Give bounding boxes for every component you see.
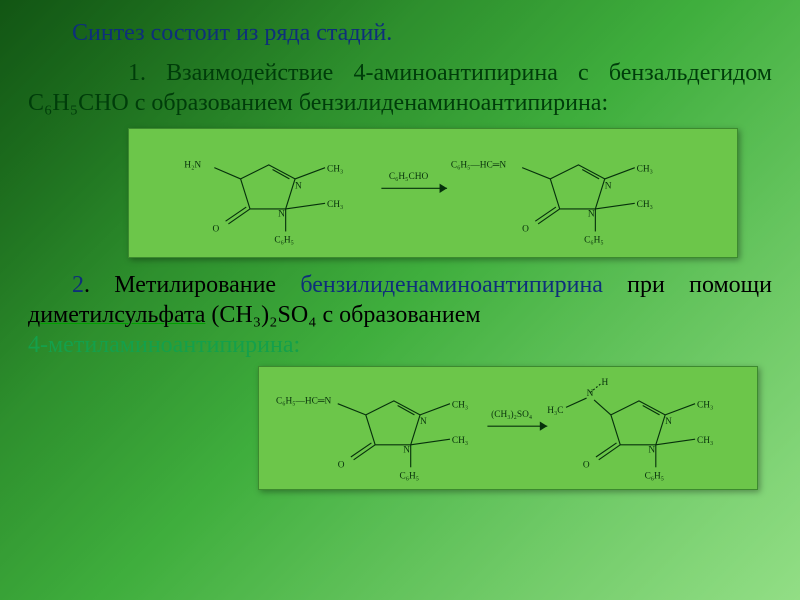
scheme2-svg: O N N C₆H₅—HC═N CH₃ CH₃ C₆H₅	[263, 370, 753, 486]
s1l-CH3b: CH₃	[327, 200, 343, 210]
reaction-scheme-2: O N N C₆H₅—HC═N CH₃ CH₃ C₆H₅	[258, 366, 758, 490]
s2r-O: O	[583, 460, 590, 470]
s1l-C6H5: C₆H₅	[274, 236, 294, 246]
s2r-H: H	[602, 378, 609, 388]
step2-out: 4-метиламиноантипирина:	[28, 332, 300, 358]
s2l-N2: N	[403, 445, 410, 455]
step2-formula: (CH₃)₂SO₄	[205, 302, 322, 328]
s2r-N1: N	[665, 417, 672, 427]
step1-formula: C₆H₅CHO	[28, 90, 129, 116]
s2r-H3C: H₃C	[547, 406, 563, 416]
s1l-O: O	[212, 224, 219, 234]
step1-text: 1. Взаимодействие 4-аминоантипирина с бе…	[28, 58, 772, 118]
s1r-N1: N	[605, 181, 612, 191]
step2-c: с образованием	[323, 302, 481, 328]
s2r-CH3a: CH₃	[697, 400, 713, 410]
step2-b: при помощи	[603, 272, 772, 298]
scheme2-arrow: (CH₃)₂SO₄	[487, 409, 547, 431]
s2l-C6H5: C₆H₅	[399, 472, 419, 482]
s1r-O: O	[522, 224, 529, 234]
reaction-scheme-1: O N N H₂N CH₃ CH₃	[128, 128, 738, 258]
s2-reagent: (CH₃)₂SO₄	[491, 409, 532, 420]
step2-text: 2. Метилирование бензилиденаминоантипири…	[28, 270, 772, 360]
s1l-CH3a: CH₃	[327, 164, 343, 174]
s2r-C6H5: C₆H₅	[645, 472, 664, 482]
step2-name: бензилиденаминоантипирина	[300, 272, 603, 298]
scheme1-svg: O N N H₂N CH₃ CH₃	[133, 132, 733, 254]
step2-num: 2	[72, 272, 84, 298]
s2l-N1: N	[420, 417, 427, 427]
s2l-CH3b: CH₃	[452, 436, 468, 446]
s1r-N2: N	[588, 209, 595, 219]
s1r-C6H5: C₆H₅	[584, 236, 604, 246]
s1l-N1: N	[295, 181, 302, 191]
step1-mid: с образованием	[135, 90, 299, 116]
slide-content: Синтез состоит из ряда стадий. 1. Взаимо…	[0, 0, 800, 490]
step2-a: . Метилирование	[84, 272, 300, 298]
s2r-CH3b: CH₃	[697, 436, 713, 446]
step1-prefix: 1. Взаимодействие 4-аминоантипирина с бе…	[128, 60, 772, 86]
s1l-NH2: H₂N	[184, 161, 201, 171]
s2l-O: O	[338, 460, 345, 470]
step1-name: бензилиденаминоантипирина:	[299, 90, 608, 116]
slide: Синтез состоит из ряда стадий. 1. Взаимо…	[0, 0, 800, 600]
scheme2-right: O N N N H H₃C CH₃ CH₃	[547, 378, 713, 482]
s1-reagent: C₆H₅CHO	[389, 172, 429, 182]
s1r-CH3b: CH₃	[637, 200, 653, 210]
s1l-N2: N	[278, 209, 285, 219]
s1r-PhCHN: C₆H₅—HC═N	[451, 161, 507, 171]
scheme1-left: O N N H₂N CH₃ CH₃	[184, 149, 343, 246]
s2r-N2: N	[648, 445, 655, 455]
scheme2-left: O N N C₆H₅—HC═N CH₃ CH₃ C₆H₅	[276, 397, 468, 482]
scheme1-arrow: C₆H₅CHO	[381, 172, 447, 193]
scheme1-right: O N N C₆H₅—HC═N CH₃ CH₃ C₆H₅	[451, 161, 653, 246]
s2l-PhCHN: C₆H₅—HC═N	[276, 397, 331, 407]
s1r-CH3a: CH₃	[637, 164, 653, 174]
s2r-Ntop: N	[587, 389, 594, 399]
s2l-CH3a: CH₃	[452, 400, 468, 410]
step2-reagent: диметилсульфата	[28, 302, 205, 328]
intro-text: Синтез состоит из ряда стадий.	[28, 18, 772, 48]
